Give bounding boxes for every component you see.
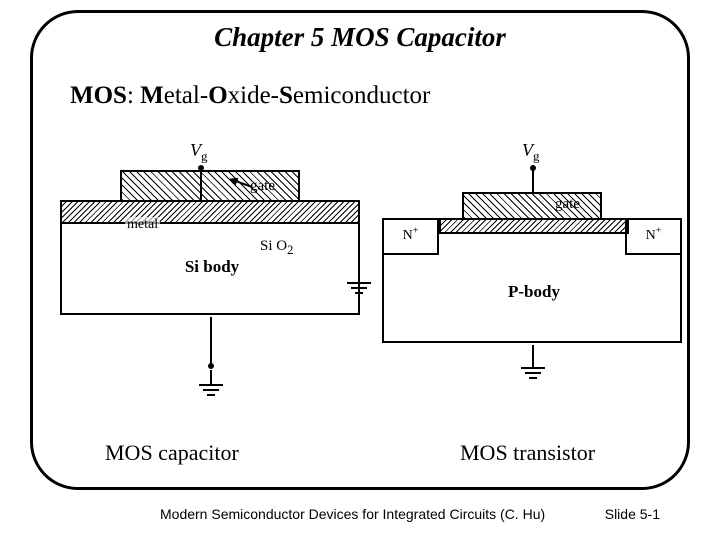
cap-si-body: Si body: [60, 200, 360, 315]
caption-mos-transistor: MOS transistor: [460, 440, 595, 466]
vg-label-right: Vg: [522, 140, 540, 161]
cap-gate-metal: [120, 170, 300, 200]
si-body-label: Si body: [62, 257, 362, 277]
vg-wire-right: [532, 168, 534, 194]
metal-label: metal: [125, 217, 160, 233]
body-wire-left: [210, 317, 212, 365]
trans-oxide-layer: [439, 220, 629, 234]
mos-transistor-diagram: N+ N+ P-body: [382, 218, 682, 343]
ground-symbol-left-body: [199, 370, 223, 396]
chapter-title: Chapter 5 MOS Capacitor: [0, 22, 720, 53]
subtitle: MOS: Metal-Oxide-Semiconductor: [70, 82, 430, 110]
trans-p-body: N+ N+ P-body: [382, 218, 682, 343]
oxide-ground-wire: [358, 232, 360, 270]
cap-oxide-layer: [62, 202, 358, 224]
footer-slide-number: Slide 5-1: [605, 506, 660, 522]
vg-label-left: Vg: [190, 140, 208, 161]
caption-mos-capacitor: MOS capacitor: [105, 440, 239, 466]
ground-symbol-right-body: [521, 353, 545, 379]
p-body-label: P-body: [384, 282, 684, 302]
nplus-drain: N+: [625, 220, 680, 255]
mos-capacitor-diagram: Si body: [60, 200, 360, 315]
sio2-label-left: Si O2: [260, 238, 293, 255]
trans-gate: [462, 192, 602, 218]
footer-citation: Modern Semiconductor Devices for Integra…: [160, 506, 545, 522]
ground-symbol-oxide: [347, 268, 371, 294]
nplus-source: N+: [384, 220, 439, 255]
body-terminal-left: [208, 363, 214, 369]
